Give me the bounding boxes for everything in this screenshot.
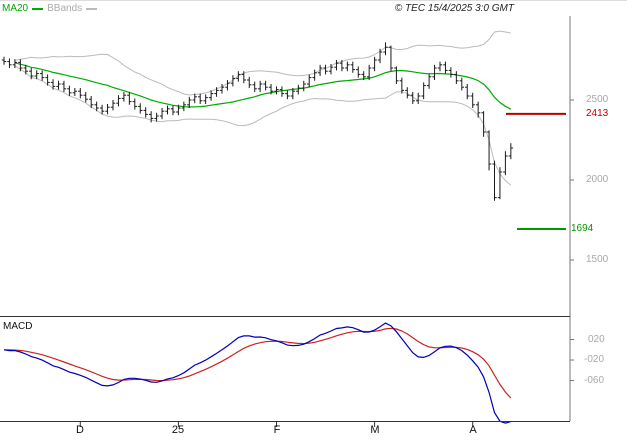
- support-level-label: 1694: [571, 223, 594, 234]
- copyright-text: © TEC 15/4/2025 3:0 GMT: [394, 3, 514, 14]
- price-axis-tick-2000: 2000: [586, 174, 609, 185]
- ma20-legend-line-icon: [32, 7, 44, 10]
- x-axis-tick-february: F: [273, 424, 281, 436]
- x-axis-tick-march: M: [370, 424, 380, 436]
- x-axis-tick-december: D: [76, 424, 84, 436]
- ma20-legend-label: MA20: [2, 3, 29, 14]
- macd-axis-tick-neg020: -020: [584, 354, 605, 365]
- chart-legend: MA20 BBands: [2, 3, 98, 14]
- macd-panel-label: MACD: [3, 321, 33, 332]
- resistance-level-label: 2413: [586, 108, 609, 119]
- macd-axis-tick-neg060: -060: [584, 375, 605, 386]
- bbands-legend-label: BBands: [47, 3, 83, 14]
- price-axis-tick-1500: 1500: [586, 254, 609, 265]
- price-axis-tick-2500: 2500: [586, 94, 609, 105]
- bbands-legend-line-icon: [86, 7, 98, 10]
- x-axis-tick-january25: 25: [171, 424, 185, 436]
- x-axis-tick-april: A: [469, 424, 477, 436]
- macd-axis-tick-020: 020: [588, 334, 605, 345]
